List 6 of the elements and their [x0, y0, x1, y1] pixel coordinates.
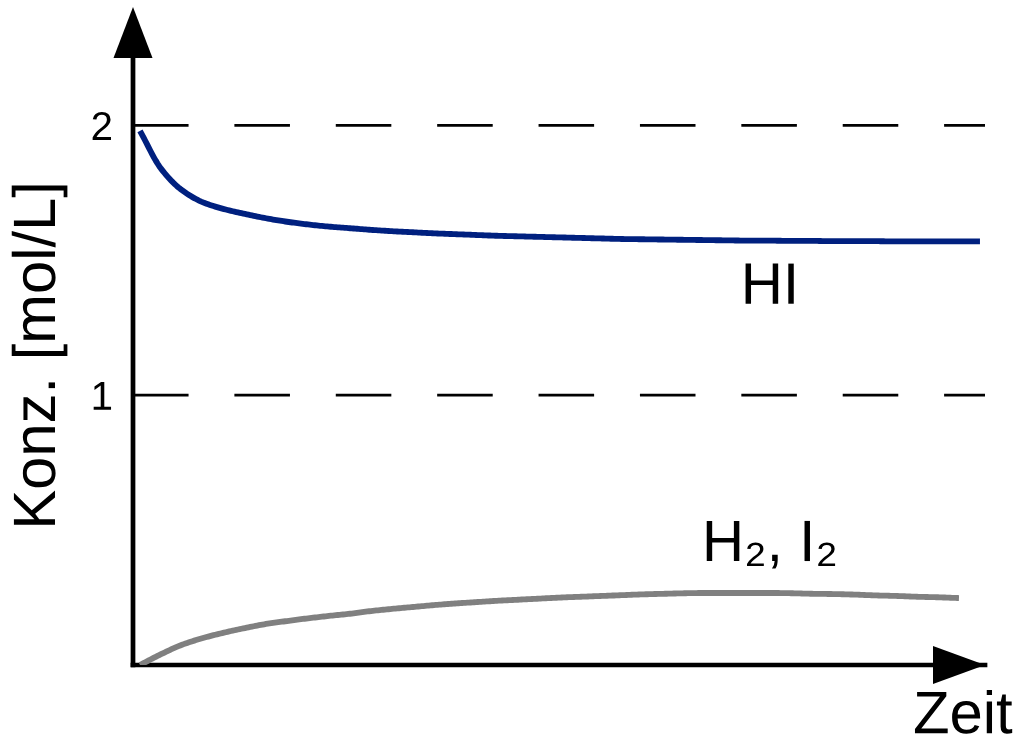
- y-axis-title: Konz. [mol/L]: [11, 185, 68, 525]
- series-label: HI: [745, 263, 794, 304]
- y-tick-label: 1: [93, 382, 112, 410]
- x-axis-title: Zeit: [914, 689, 1013, 734]
- y-tick-label: 2: [92, 111, 111, 141]
- series-label: H₂, I₂: [706, 520, 836, 569]
